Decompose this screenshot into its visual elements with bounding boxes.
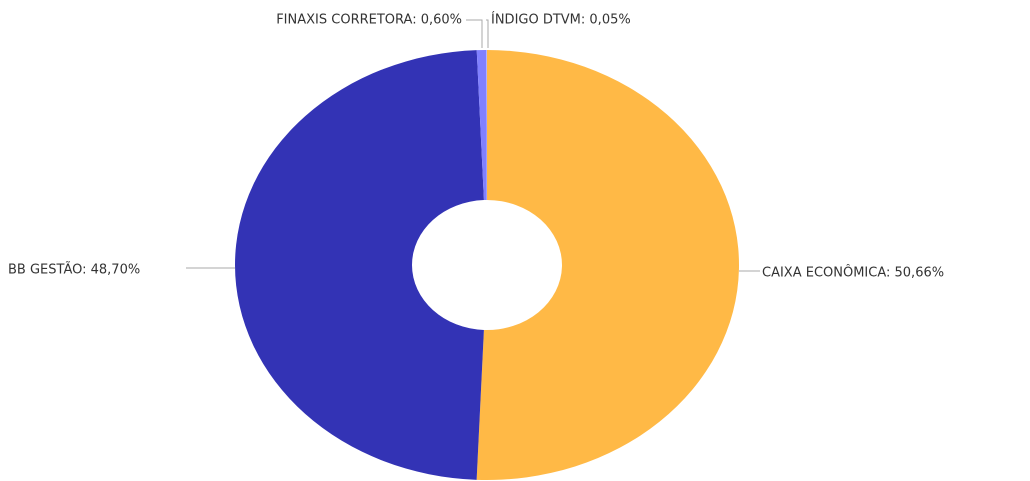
slice-label: BB GESTÃO: 48,70%	[8, 262, 140, 278]
slice-label: ÍNDIGO DTVM: 0,05%	[491, 12, 631, 28]
leader-line	[466, 19, 483, 48]
leader-line	[486, 19, 489, 48]
donut-slice	[235, 50, 484, 480]
donut-slice	[476, 50, 739, 480]
donut-slice	[476, 50, 487, 201]
donut-slice	[486, 50, 487, 201]
slice-label: FINAXIS CORRETORA: 0,60%	[276, 13, 462, 28]
slice-label: CAIXA ECONÔMICA: 50,66%	[762, 265, 944, 281]
